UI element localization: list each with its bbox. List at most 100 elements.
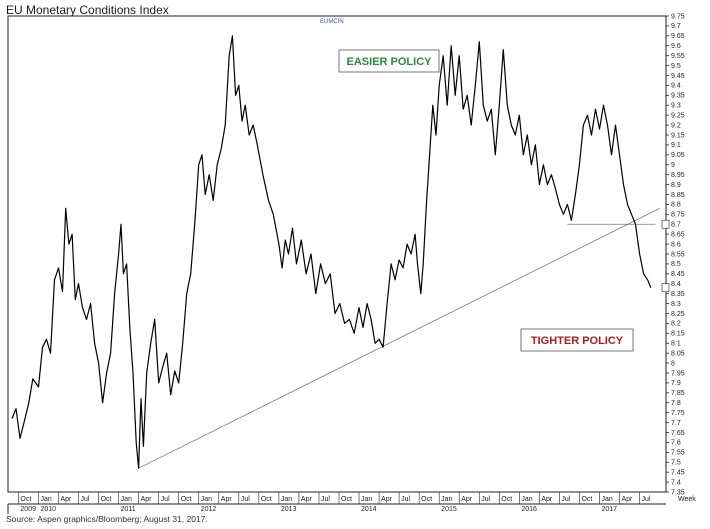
x-tick-label: Jul bbox=[241, 496, 250, 503]
y-tick-label: 9.45 bbox=[671, 73, 685, 80]
x-tick-label: Oct bbox=[181, 496, 192, 503]
y-tick-label: 8.9 bbox=[671, 182, 681, 189]
x-tick-label: Jan bbox=[40, 496, 51, 503]
x-year-label: 2012 bbox=[201, 506, 217, 513]
y-tick-label: 8.45 bbox=[671, 271, 685, 278]
y-tick-label: 8.3 bbox=[671, 301, 681, 308]
y-tick-label: 9.55 bbox=[671, 53, 685, 60]
y-tick-label: 8.7 bbox=[671, 222, 681, 229]
x-tick-label: Jan bbox=[121, 496, 132, 503]
y-tick-label: 9.2 bbox=[671, 122, 681, 129]
series-line bbox=[11, 35, 652, 469]
y-tick-label: 7.45 bbox=[671, 469, 685, 476]
y-tick-label: 9.35 bbox=[671, 93, 685, 100]
right-marker-box bbox=[661, 283, 670, 293]
y-tick-label: 7.8 bbox=[671, 400, 681, 407]
x-tick-label: Jul bbox=[401, 496, 410, 503]
ticker-label: EUMCIN bbox=[320, 19, 344, 25]
x-tick-label: Apr bbox=[141, 496, 153, 503]
y-tick-label: 7.6 bbox=[671, 440, 681, 447]
x-tick-label: Oct bbox=[421, 496, 432, 503]
y-tick-label: 8.75 bbox=[671, 212, 685, 219]
x-tick-label: Apr bbox=[60, 496, 72, 503]
x-tick-label: Oct bbox=[20, 496, 31, 503]
source-note: Source: Aspen graphics/Bloomberg; August… bbox=[6, 514, 208, 524]
y-tick-label: 7.85 bbox=[671, 390, 685, 397]
y-tick-label: 8.1 bbox=[671, 341, 681, 348]
x-tick-label: Oct bbox=[261, 496, 272, 503]
y-tick-label: 7.5 bbox=[671, 460, 681, 467]
x-tick-label: Apr bbox=[381, 496, 393, 503]
x-tick-label: Oct bbox=[101, 496, 112, 503]
x-tick-label: Jul bbox=[481, 496, 490, 503]
y-tick-label: 8.5 bbox=[671, 261, 681, 268]
y-tick-label: 8.65 bbox=[671, 231, 685, 238]
x-tick-label: Jul bbox=[561, 496, 570, 503]
y-tick-label: 7.55 bbox=[671, 450, 685, 457]
x-tick-label: Jan bbox=[441, 496, 452, 503]
y-tick-label: 7.65 bbox=[671, 430, 685, 437]
y-tick-label: 8.55 bbox=[671, 251, 685, 258]
x-year-label: 2011 bbox=[121, 506, 136, 513]
y-tick-label: 9.1 bbox=[671, 142, 681, 149]
x-tick-label: Jan bbox=[521, 496, 532, 503]
tighter-policy-label: TIGHTER POLICY bbox=[531, 335, 624, 347]
right-marker-box bbox=[661, 219, 670, 229]
x-tick-label: Jan bbox=[201, 496, 212, 503]
y-tick-label: 8 bbox=[671, 360, 675, 367]
y-tick-label: 7.75 bbox=[671, 410, 685, 417]
x-year-label: 2017 bbox=[601, 506, 617, 513]
x-axis-label: Week bbox=[678, 496, 696, 503]
y-tick-label: 8.2 bbox=[671, 321, 681, 328]
y-tick-label: 9.3 bbox=[671, 103, 681, 110]
y-tick-label: 7.7 bbox=[671, 420, 681, 427]
x-year-label: 2014 bbox=[361, 506, 377, 513]
y-tick-label: 9.5 bbox=[671, 63, 681, 70]
y-tick-label: 9.05 bbox=[671, 152, 685, 159]
x-year-label: 2009 bbox=[20, 506, 36, 513]
tighter-policy-box bbox=[520, 328, 634, 352]
y-tick-label: 9.4 bbox=[671, 83, 681, 90]
y-tick-label: 9.7 bbox=[671, 23, 681, 30]
y-tick-label: 8.35 bbox=[671, 291, 685, 298]
y-tick-label: 8.8 bbox=[671, 202, 681, 209]
x-tick-label: Oct bbox=[341, 496, 352, 503]
x-year-label: 2010 bbox=[40, 506, 56, 513]
y-tick-label: 9.25 bbox=[671, 112, 685, 119]
x-tick-label: Jan bbox=[601, 496, 612, 503]
easier-policy-label: EASIER POLICY bbox=[347, 56, 433, 68]
y-tick-label: 7.95 bbox=[671, 370, 685, 377]
x-tick-label: Apr bbox=[541, 496, 553, 503]
x-tick-label: Jul bbox=[81, 496, 90, 503]
x-tick-label: Apr bbox=[301, 496, 313, 503]
x-tick-label: Jan bbox=[361, 496, 372, 503]
trendline bbox=[138, 208, 660, 469]
y-tick-label: 7.35 bbox=[671, 489, 685, 496]
x-tick-label: Oct bbox=[501, 496, 512, 503]
y-tick-label: 8.25 bbox=[671, 311, 685, 318]
x-year-label: 2016 bbox=[521, 506, 537, 513]
y-tick-label: 7.9 bbox=[671, 380, 681, 387]
y-tick-label: 8.15 bbox=[671, 331, 685, 338]
x-tick-label: Apr bbox=[221, 496, 233, 503]
x-tick-label: Jan bbox=[281, 496, 292, 503]
chart-title: EU Monetary Conditions Index bbox=[6, 3, 169, 17]
y-tick-label: 8.4 bbox=[671, 281, 681, 288]
x-year-label: 2013 bbox=[281, 506, 297, 513]
easier-policy-box bbox=[338, 49, 440, 73]
y-tick-label: 8.6 bbox=[671, 241, 681, 248]
x-tick-label: Apr bbox=[461, 496, 473, 503]
x-tick-label: Oct bbox=[581, 496, 592, 503]
y-tick-label: 9.75 bbox=[671, 13, 685, 20]
x-tick-label: Jul bbox=[321, 496, 330, 503]
x-tick-label: Jul bbox=[642, 496, 651, 503]
y-tick-label: 7.4 bbox=[671, 479, 681, 486]
y-tick-label: 8.85 bbox=[671, 192, 685, 199]
x-tick-label: Jul bbox=[161, 496, 170, 503]
x-tick-label: Apr bbox=[622, 496, 634, 503]
y-tick-label: 9.65 bbox=[671, 33, 685, 40]
y-tick-label: 9.15 bbox=[671, 132, 685, 139]
y-tick-label: 8.95 bbox=[671, 172, 685, 179]
y-tick-label: 9 bbox=[671, 162, 675, 169]
